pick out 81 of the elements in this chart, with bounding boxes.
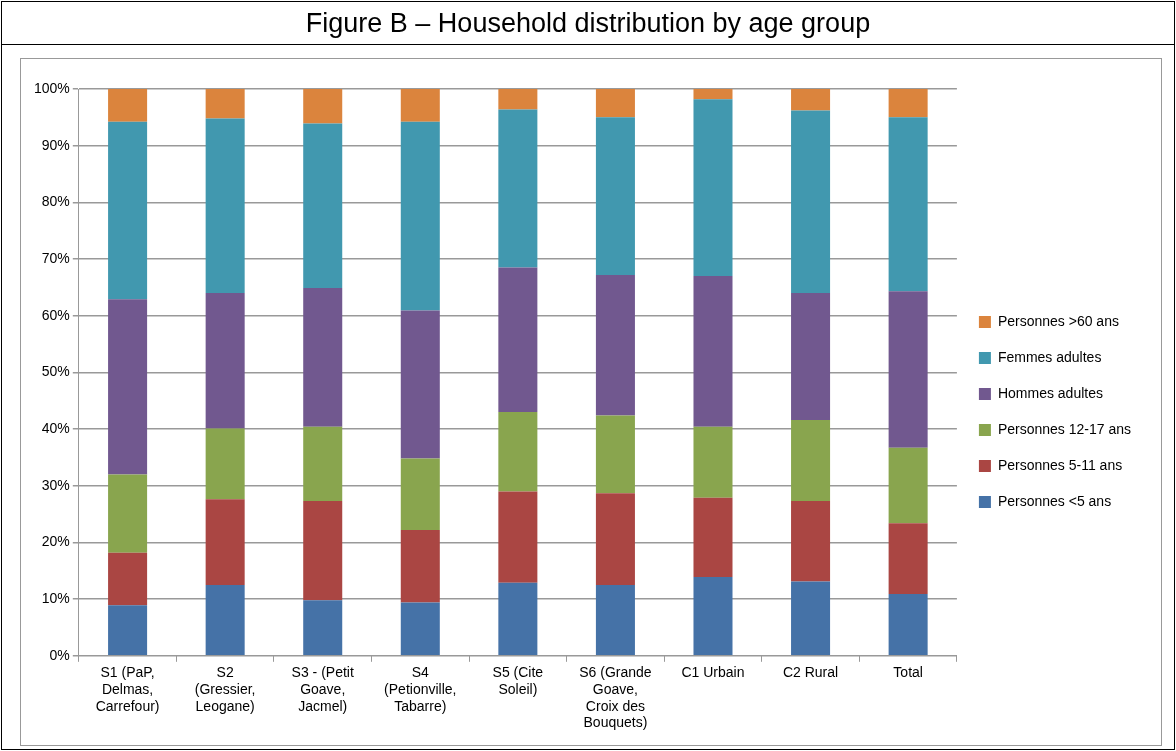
bar <box>791 501 831 582</box>
x-tick-label: S2 (Gressier, Leogane) <box>194 664 256 714</box>
bar <box>498 412 538 492</box>
legend-label: Personnes <5 ans <box>997 492 1112 509</box>
bar <box>498 109 538 268</box>
bar <box>595 584 635 656</box>
y-tick-label: 50% <box>41 363 70 380</box>
y-tick-label: 60% <box>41 306 70 323</box>
legend-label: Personnes 5-11 ans <box>997 456 1123 473</box>
bar <box>888 523 928 595</box>
bar <box>303 89 343 124</box>
bar <box>693 497 733 578</box>
bar <box>595 117 635 275</box>
bar <box>205 499 245 585</box>
bar <box>400 602 440 656</box>
x-tick-label: S6 (Grande Goave, Croix des Bouquets) <box>579 664 652 731</box>
bar <box>888 447 928 524</box>
bar <box>400 121 440 311</box>
x-tick-label: Total <box>893 664 923 681</box>
bar <box>498 89 538 110</box>
bar <box>791 581 831 656</box>
legend-label: Personnes >60 ans <box>997 312 1119 329</box>
bar <box>108 474 148 553</box>
bar <box>400 529 440 603</box>
bar <box>791 420 831 502</box>
bar <box>498 582 538 656</box>
bar <box>693 577 733 656</box>
bar <box>888 117 928 292</box>
x-tick-label: C1 Urbain <box>681 664 745 681</box>
bar <box>108 89 148 122</box>
bar <box>108 121 148 300</box>
bar <box>791 110 831 294</box>
bar <box>303 123 343 288</box>
bar <box>400 310 440 459</box>
y-tick-label: 0% <box>49 646 70 663</box>
y-tick-label: 10% <box>41 589 70 606</box>
y-tick-label: 40% <box>41 419 70 436</box>
x-tick-label: S1 (PaP, Delmas, Carrefour) <box>95 664 160 714</box>
bar <box>205 293 245 429</box>
bar <box>791 293 831 421</box>
y-tick-label: 20% <box>41 533 70 550</box>
x-tick-label: S4 (Petionville, Tabarre) <box>384 664 457 714</box>
bar <box>303 600 343 656</box>
bar <box>498 267 538 413</box>
chart-title: Figure B – Household distribution by age group <box>2 2 1174 45</box>
y-tick-label: 90% <box>41 136 70 153</box>
bar <box>693 276 733 427</box>
bar <box>205 428 245 500</box>
bar <box>400 89 440 122</box>
bar <box>693 99 733 277</box>
bar <box>108 299 148 475</box>
bar <box>888 291 928 448</box>
bar <box>303 426 343 502</box>
bar <box>498 491 538 583</box>
legend-label: Personnes 12-17 ans <box>997 420 1131 437</box>
bar <box>791 89 831 111</box>
bar <box>595 89 635 118</box>
y-tick-label: 70% <box>41 249 70 266</box>
y-tick-label: 100% <box>33 79 70 96</box>
bar <box>888 594 928 656</box>
bar <box>108 605 148 656</box>
bar <box>595 274 635 416</box>
bar <box>303 501 343 601</box>
bar <box>303 287 343 427</box>
legend-label: Hommes adultes <box>997 384 1103 401</box>
bar <box>888 89 928 118</box>
bar <box>693 426 733 498</box>
bar <box>205 89 245 119</box>
x-tick-label: S5 (Cite Soleil) <box>492 664 544 697</box>
x-tick-label: S3 - (Petit Goave, Jacmel) <box>291 664 354 714</box>
bar <box>595 493 635 585</box>
bar <box>400 458 440 530</box>
bar <box>693 89 733 100</box>
bar <box>205 118 245 294</box>
x-tick-label: C2 Rural <box>782 664 839 681</box>
legend-label: Femmes adultes <box>997 348 1102 365</box>
bar <box>205 584 245 656</box>
bar <box>108 552 148 606</box>
y-tick-label: 30% <box>41 476 70 493</box>
bar <box>595 415 635 494</box>
y-tick-label: 80% <box>41 193 70 210</box>
